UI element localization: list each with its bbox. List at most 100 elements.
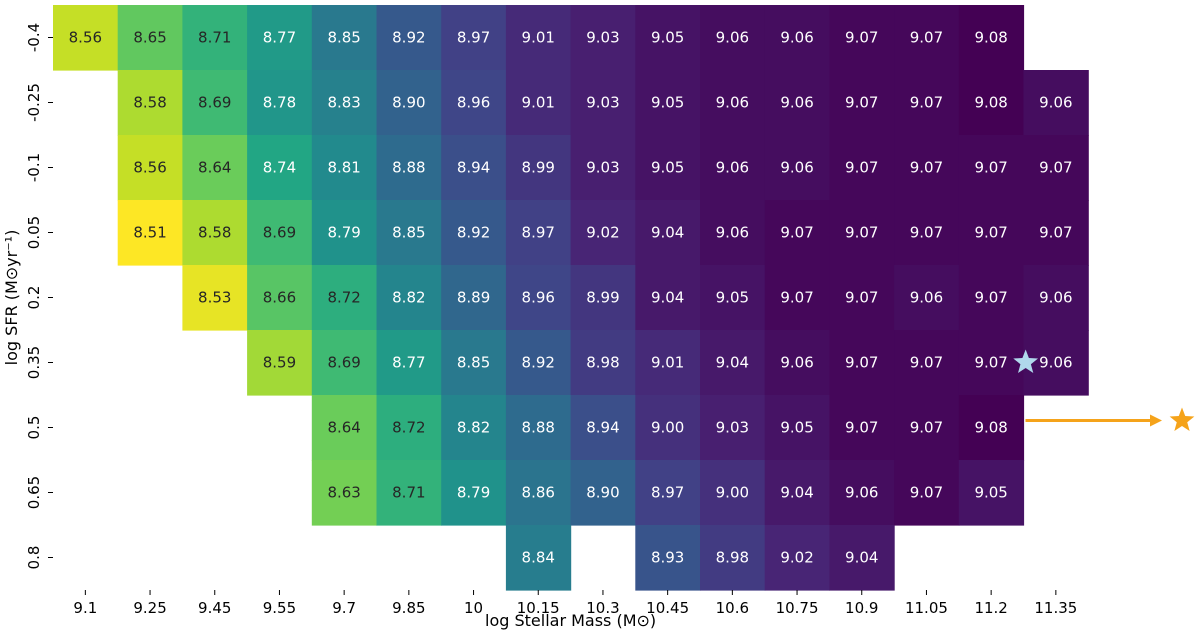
heatmap-cell [376, 330, 442, 396]
heatmap-cell [764, 330, 830, 396]
x-tick-label: 10 [464, 599, 483, 617]
cell-value-label: 8.79 [457, 484, 490, 502]
heatmap-cell [505, 135, 572, 201]
heatmap-cell [505, 70, 572, 136]
cell-value-label: 8.88 [522, 419, 555, 437]
heatmap-cell [700, 525, 766, 591]
cell-value-label: 9.07 [845, 159, 878, 177]
y-tick-label: 0.35 [25, 346, 43, 379]
cell-value-label: 8.53 [198, 289, 231, 307]
heatmap-cell [700, 70, 766, 136]
cell-value-label: 9.06 [910, 289, 943, 307]
heatmap-cell [117, 135, 183, 201]
x-tick-label: 10.3 [586, 599, 619, 617]
cell-value-label: 9.01 [522, 94, 555, 112]
heatmap-cell [829, 135, 895, 201]
cell-value-label: 8.65 [133, 29, 166, 47]
heatmap-cell [505, 200, 572, 266]
x-tick-label: 10.6 [716, 599, 749, 617]
heatmap-cell [505, 460, 572, 526]
cell-value-label: 9.05 [716, 289, 749, 307]
heatmap-cell [635, 5, 701, 71]
x-tick-label: 10.9 [845, 599, 878, 617]
cell-value-label: 9.07 [845, 354, 878, 372]
cell-value-label: 9.01 [651, 354, 684, 372]
heatmap-cell [570, 5, 636, 71]
x-tick-label: 9.1 [73, 599, 97, 617]
cell-value-label: 8.92 [392, 29, 425, 47]
heatmap-cell [441, 5, 507, 71]
x-tick-label: 9.25 [133, 599, 166, 617]
cell-value-label: 8.72 [392, 419, 425, 437]
cell-value-label: 9.07 [910, 419, 943, 437]
heatmap-cell [894, 70, 960, 136]
heatmap-cell [635, 70, 701, 136]
heatmap-cell [117, 200, 183, 266]
cell-value-label: 9.00 [716, 484, 749, 502]
heatmap-cell [570, 70, 636, 136]
heatmap-cell [182, 5, 248, 71]
cell-value-label: 9.07 [1039, 224, 1072, 242]
cell-value-label: 8.92 [522, 354, 555, 372]
heatmap-cell [829, 70, 895, 136]
heatmap-cell [311, 395, 378, 461]
heatmap-cell [441, 265, 507, 331]
cell-value-label: 9.06 [780, 354, 813, 372]
heatmap-cell [829, 330, 895, 396]
heatmap-cell [764, 5, 830, 71]
cell-value-label: 8.77 [392, 354, 425, 372]
heatmap-cell [894, 460, 960, 526]
heatmap-cell [247, 5, 313, 71]
cell-value-label: 9.07 [974, 354, 1007, 372]
heatmap-cell [441, 135, 507, 201]
heatmap-cell [700, 395, 766, 461]
heatmap-cell [894, 135, 960, 201]
heatmap-cell [441, 200, 507, 266]
cell-value-label: 9.02 [780, 549, 813, 567]
cell-value-label: 8.97 [522, 224, 555, 242]
x-tick-label: 11.2 [974, 599, 1007, 617]
heatmap-cell [635, 460, 701, 526]
heatmap-cell [764, 135, 830, 201]
x-tick-label: 11.35 [1034, 599, 1077, 617]
x-tick-label: 10.45 [646, 599, 689, 617]
y-tick-label: -0.4 [25, 23, 43, 52]
cell-value-label: 8.93 [651, 549, 684, 567]
x-tick-label: 9.55 [263, 599, 296, 617]
heatmap-cell [311, 460, 378, 526]
heatmap-cell [635, 330, 701, 396]
heatmap-cell [1023, 265, 1089, 331]
heatmap-cell [311, 330, 378, 396]
cell-value-label: 9.00 [651, 419, 684, 437]
heatmap-cell [311, 70, 378, 136]
arrow-head [1150, 414, 1162, 427]
cell-value-label: 9.04 [716, 354, 749, 372]
heatmap-cell [247, 200, 313, 266]
cell-value-label: 9.06 [1039, 94, 1072, 112]
cell-value-label: 9.08 [974, 94, 1007, 112]
x-axis-ticks: 9.1 9.25 9.45 9.55 9.7 9.85 10 10.15 10.3 10.45 10… [73, 590, 1077, 617]
heatmap-cell [894, 200, 960, 266]
heatmap-cell [958, 200, 1025, 266]
y-tick-label: -0.1 [25, 153, 43, 182]
cell-value-label: 9.07 [780, 289, 813, 307]
cell-value-label: 8.94 [457, 159, 490, 177]
heatmap-cell [182, 70, 248, 136]
cell-value-label: 8.84 [522, 549, 555, 567]
heatmap-cell [635, 525, 701, 591]
x-axis-label: log Stellar Mass (M⊙) [485, 611, 656, 630]
cell-value-label: 8.51 [133, 224, 166, 242]
heatmap-cell [505, 265, 572, 331]
x-tick-label: 11.05 [905, 599, 948, 617]
cell-value-label: 8.86 [522, 484, 555, 502]
cell-value-label: 8.89 [457, 289, 490, 307]
cell-value-label: 8.82 [457, 419, 490, 437]
cell-value-label: 9.07 [974, 289, 1007, 307]
cell-value-label: 9.02 [586, 224, 619, 242]
heatmap-cell [894, 5, 960, 71]
x-tick-label: 9.45 [198, 599, 231, 617]
cell-value-label: 8.85 [457, 354, 490, 372]
heatmap-cell [958, 395, 1025, 461]
cell-value-label: 8.58 [133, 94, 166, 112]
cell-value-label: 8.79 [327, 224, 360, 242]
